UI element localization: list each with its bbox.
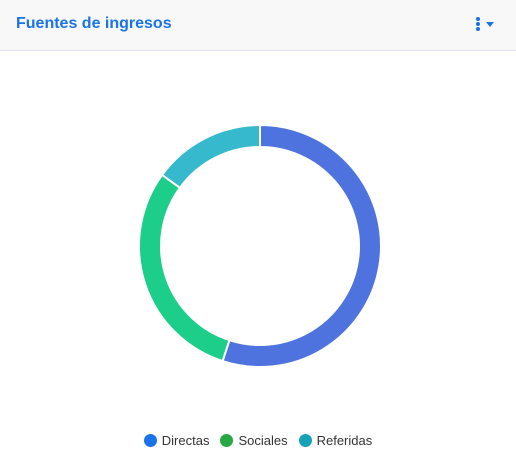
slice-directas[interactable] <box>221 123 382 368</box>
chart-area <box>0 52 516 422</box>
slice-sociales[interactable] <box>138 173 231 363</box>
doughnut-chart <box>138 123 382 368</box>
legend-label: Referidas <box>316 432 373 448</box>
caret-down-icon <box>486 22 494 27</box>
chart-legend: Directas Sociales Referidas <box>0 430 516 450</box>
legend-label: Directas <box>161 432 210 448</box>
vertical-dots-icon <box>476 17 480 31</box>
options-dropdown-button[interactable] <box>472 14 502 34</box>
legend-item-sociales[interactable]: Sociales <box>220 432 288 448</box>
legend-swatch <box>220 433 234 447</box>
card-header: Fuentes de ingresos <box>0 0 516 51</box>
card-title: Fuentes de ingresos <box>16 15 172 32</box>
legend-swatch <box>298 433 312 447</box>
legend-item-directas[interactable]: Directas <box>143 432 210 448</box>
legend-swatch <box>143 433 157 447</box>
legend-label: Sociales <box>238 432 288 448</box>
slice-referidas[interactable] <box>160 123 261 190</box>
legend-item-referidas[interactable]: Referidas <box>298 432 373 448</box>
